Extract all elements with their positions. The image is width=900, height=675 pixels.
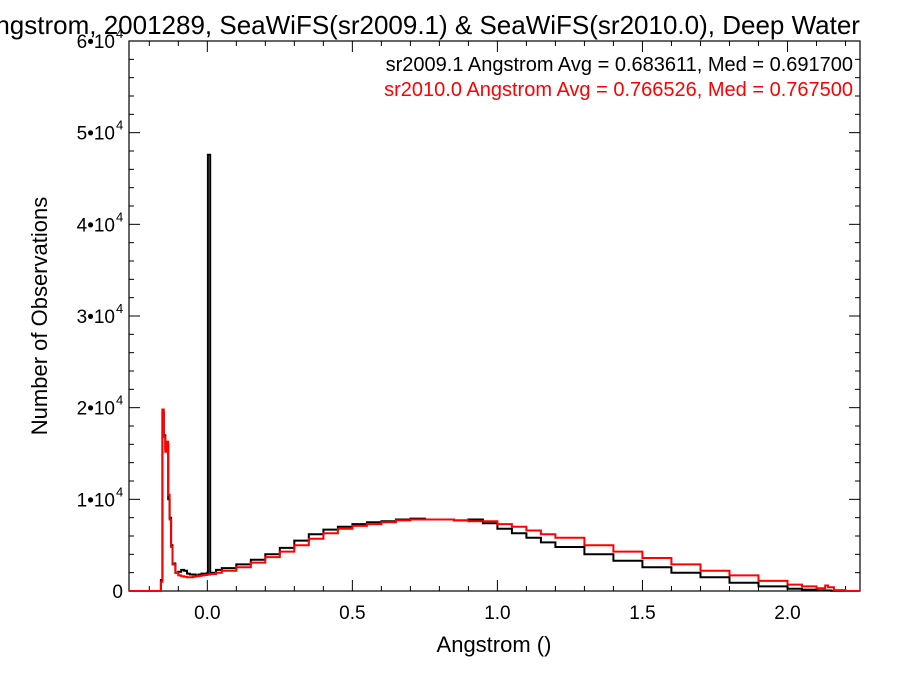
y-tick-label: 2•10: [77, 399, 115, 420]
series-layer: [129, 153, 860, 592]
y-tick-exponent: 4: [116, 118, 123, 133]
x-tick-label: 0.5: [339, 603, 365, 624]
legend-annotation-sr2010: sr2010.0 Angstrom Avg = 0.766526, Med = …: [384, 79, 853, 101]
plot-frame: [128, 40, 861, 592]
y-tick-label: 5•10: [77, 124, 115, 145]
y-tick-exponent: 4: [116, 301, 123, 316]
y-tick-label: 1•10: [77, 490, 115, 511]
x-tick-label: 2.0: [774, 603, 800, 624]
y-tick-exponent: 4: [116, 26, 123, 41]
x-tick-label: 1.5: [629, 603, 655, 624]
y-axis-label: Number of Observations: [27, 197, 52, 435]
y-tick-exponent: 4: [116, 484, 123, 499]
y-tick-exponent: 4: [116, 393, 123, 408]
x-tick-label: 1.0: [484, 603, 510, 624]
series-line-0: [129, 153, 860, 592]
chart-title: Angstrom, 2001289, SeaWiFS(sr2009.1) & S…: [0, 10, 860, 40]
x-axis-label: Angstrom (): [437, 632, 552, 657]
y-tick-label: 6•10: [77, 32, 115, 53]
y-tick-label: 3•10: [77, 307, 115, 328]
x-tick-label: 0.0: [194, 603, 220, 624]
tick-labels: 0.0 0.5 1.0 1.5 2.001•10 42•10 43•10 44•10 45•10…: [77, 26, 801, 624]
y-tick-exponent: 4: [116, 209, 123, 224]
axis-ticks: [129, 40, 860, 592]
y-tick-label: 0: [112, 582, 123, 603]
series-line-1: [129, 408, 860, 592]
legend-annotation-sr2009: sr2009.1 Angstrom Avg = 0.683611, Med = …: [386, 54, 853, 76]
y-tick-label: 4•10: [77, 215, 115, 236]
